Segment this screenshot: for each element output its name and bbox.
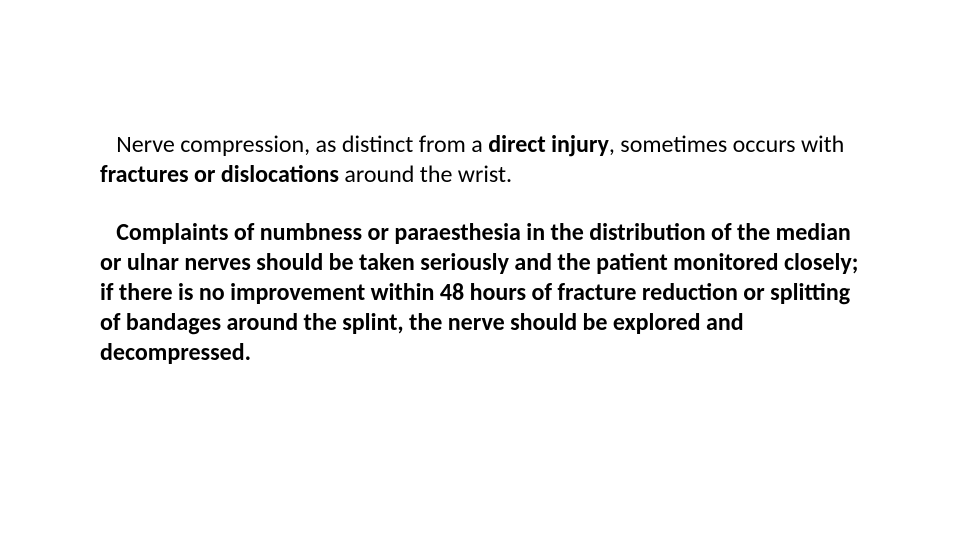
paragraph-1: Nerve compression, as distinct from a di…	[100, 130, 860, 190]
text-run-bold: Complaints of numbness or paraesthesia i…	[100, 218, 858, 367]
paragraph-2: Complaints of numbness or paraesthesia i…	[100, 218, 860, 368]
text-run-bold: direct injury	[488, 130, 609, 159]
text-run-bold: fractures or dislocations	[100, 160, 344, 189]
slide-body: Nerve compression, as distinct from a di…	[0, 0, 960, 540]
text-run: around the wrist.	[344, 160, 512, 189]
text-run: Nerve compression, as distinct from a	[111, 130, 488, 159]
text-run: , sometimes occurs with	[609, 130, 844, 159]
